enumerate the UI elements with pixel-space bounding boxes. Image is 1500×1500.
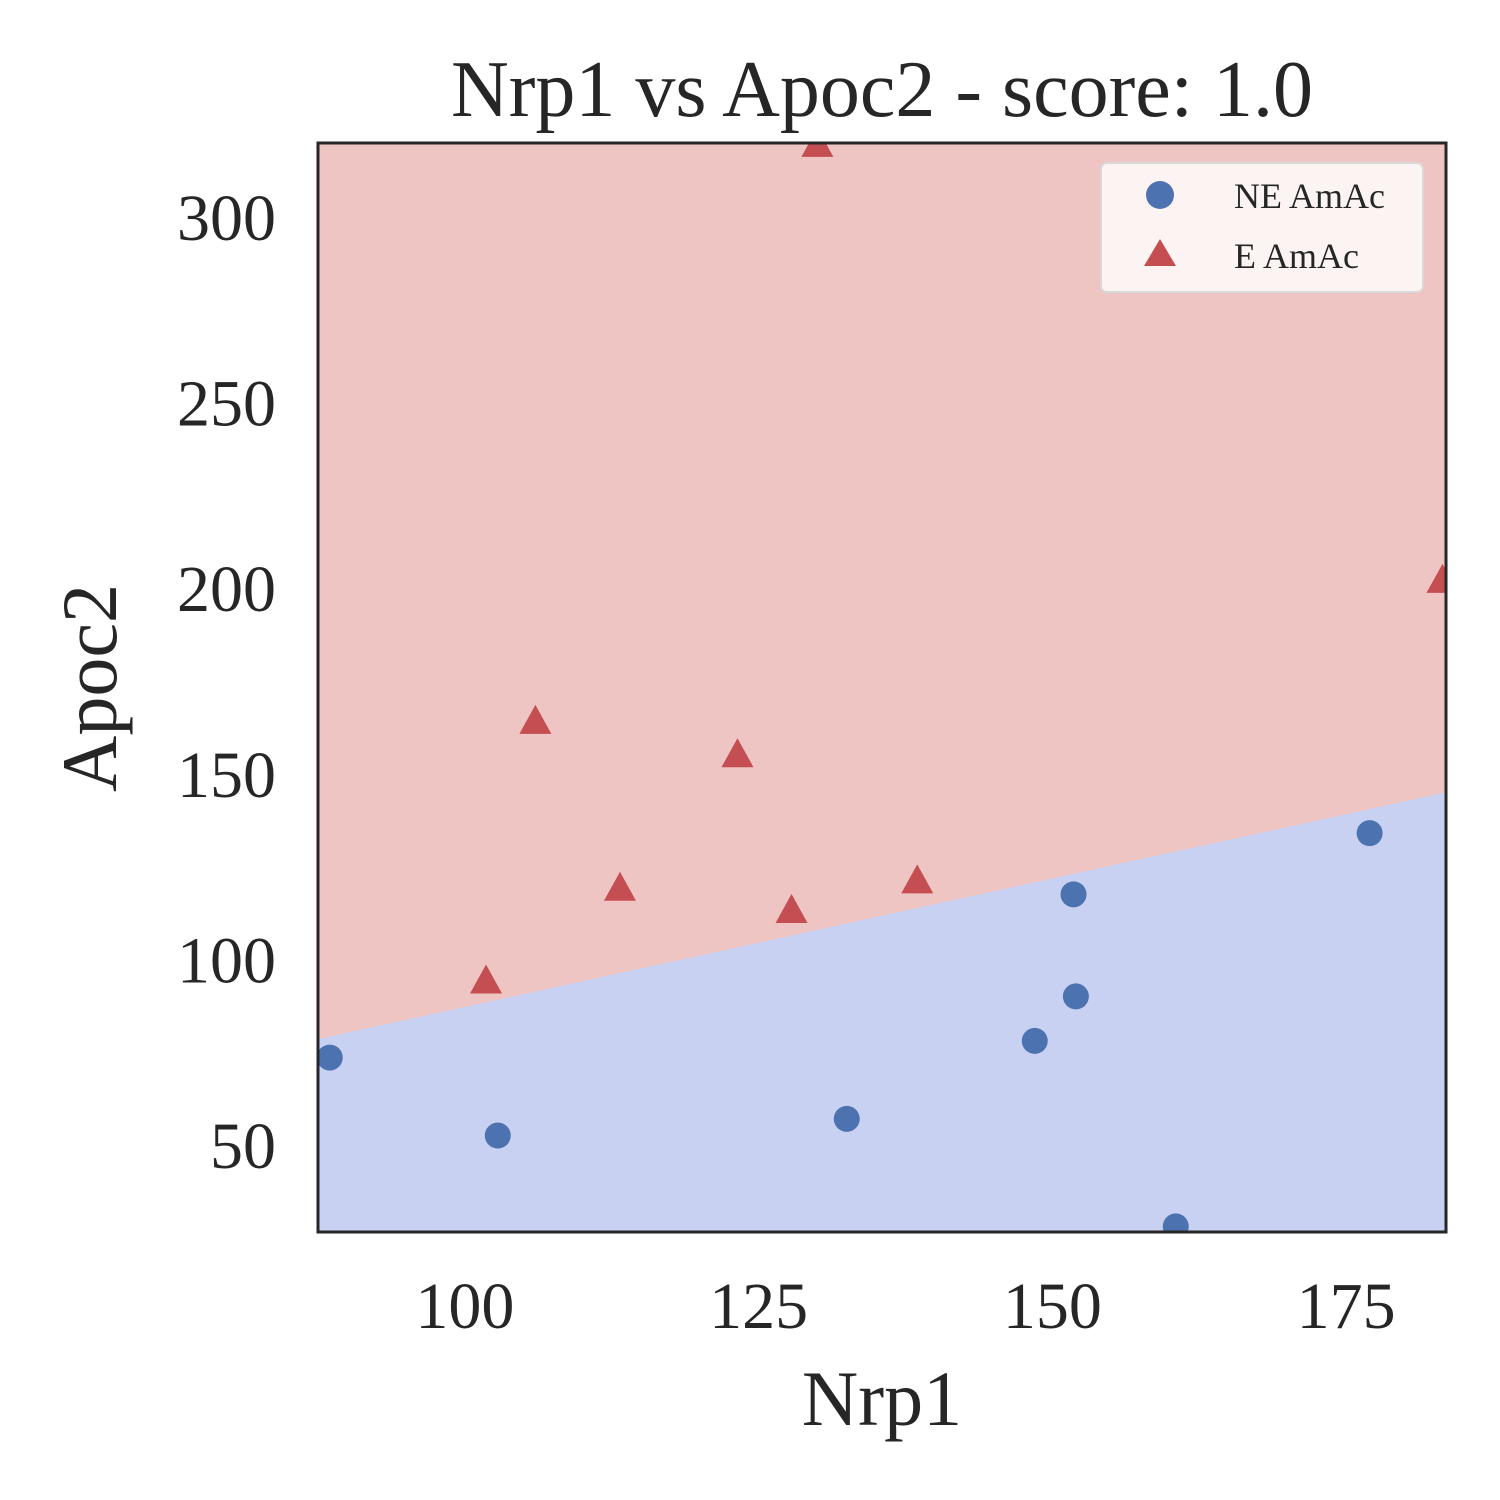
legend-marker-ne-amac <box>1146 181 1174 209</box>
point-ne-amac <box>484 1122 511 1149</box>
x-tick-label: 125 <box>709 1270 808 1343</box>
y-tick-label: 100 <box>177 924 276 997</box>
x-tick-label: 150 <box>1003 1270 1102 1343</box>
point-ne-amac <box>1062 983 1089 1010</box>
x-axis-label: Nrp1 <box>802 1355 962 1442</box>
y-tick-label: 150 <box>177 739 276 812</box>
legend-label-e-amac: E AmAc <box>1234 236 1359 276</box>
point-e-amac <box>775 894 808 924</box>
point-ne-amac <box>318 1044 343 1071</box>
y-axis-label: Apoc2 <box>46 584 133 792</box>
plot-area <box>316 141 1448 1234</box>
data-points <box>318 143 1446 1232</box>
point-e-amac <box>1426 563 1446 593</box>
legend-label-ne-amac: NE AmAc <box>1234 176 1385 216</box>
point-e-amac <box>470 964 503 994</box>
point-e-amac <box>801 143 834 157</box>
point-ne-amac <box>1162 1213 1189 1232</box>
point-ne-amac <box>1060 881 1087 908</box>
x-axis-ticks: 100 125 150 175 <box>415 1270 1395 1343</box>
point-e-amac <box>901 864 934 894</box>
region-below <box>318 792 1446 1232</box>
point-e-amac <box>721 738 754 768</box>
legend-marker-e-amac <box>1144 239 1176 266</box>
y-axis-ticks: 50 100 150 200 250 300 <box>177 182 276 1183</box>
x-tick-label: 175 <box>1297 1270 1396 1343</box>
point-e-amac <box>603 871 636 901</box>
point-ne-amac <box>1356 820 1383 847</box>
y-tick-label: 50 <box>210 1110 276 1183</box>
y-tick-label: 300 <box>177 182 276 255</box>
x-tick-label: 100 <box>415 1270 514 1343</box>
y-tick-label: 200 <box>177 553 276 626</box>
legend: NE AmAc E AmAc <box>1100 162 1424 293</box>
y-tick-label: 250 <box>177 368 276 441</box>
point-ne-amac <box>1021 1027 1048 1054</box>
point-ne-amac <box>833 1105 860 1132</box>
chart-title: Nrp1 vs Apoc2 - score: 1.0 <box>451 46 1313 134</box>
legend-box <box>1100 162 1424 293</box>
point-e-amac <box>519 704 552 734</box>
plot-frame <box>316 141 1448 1234</box>
